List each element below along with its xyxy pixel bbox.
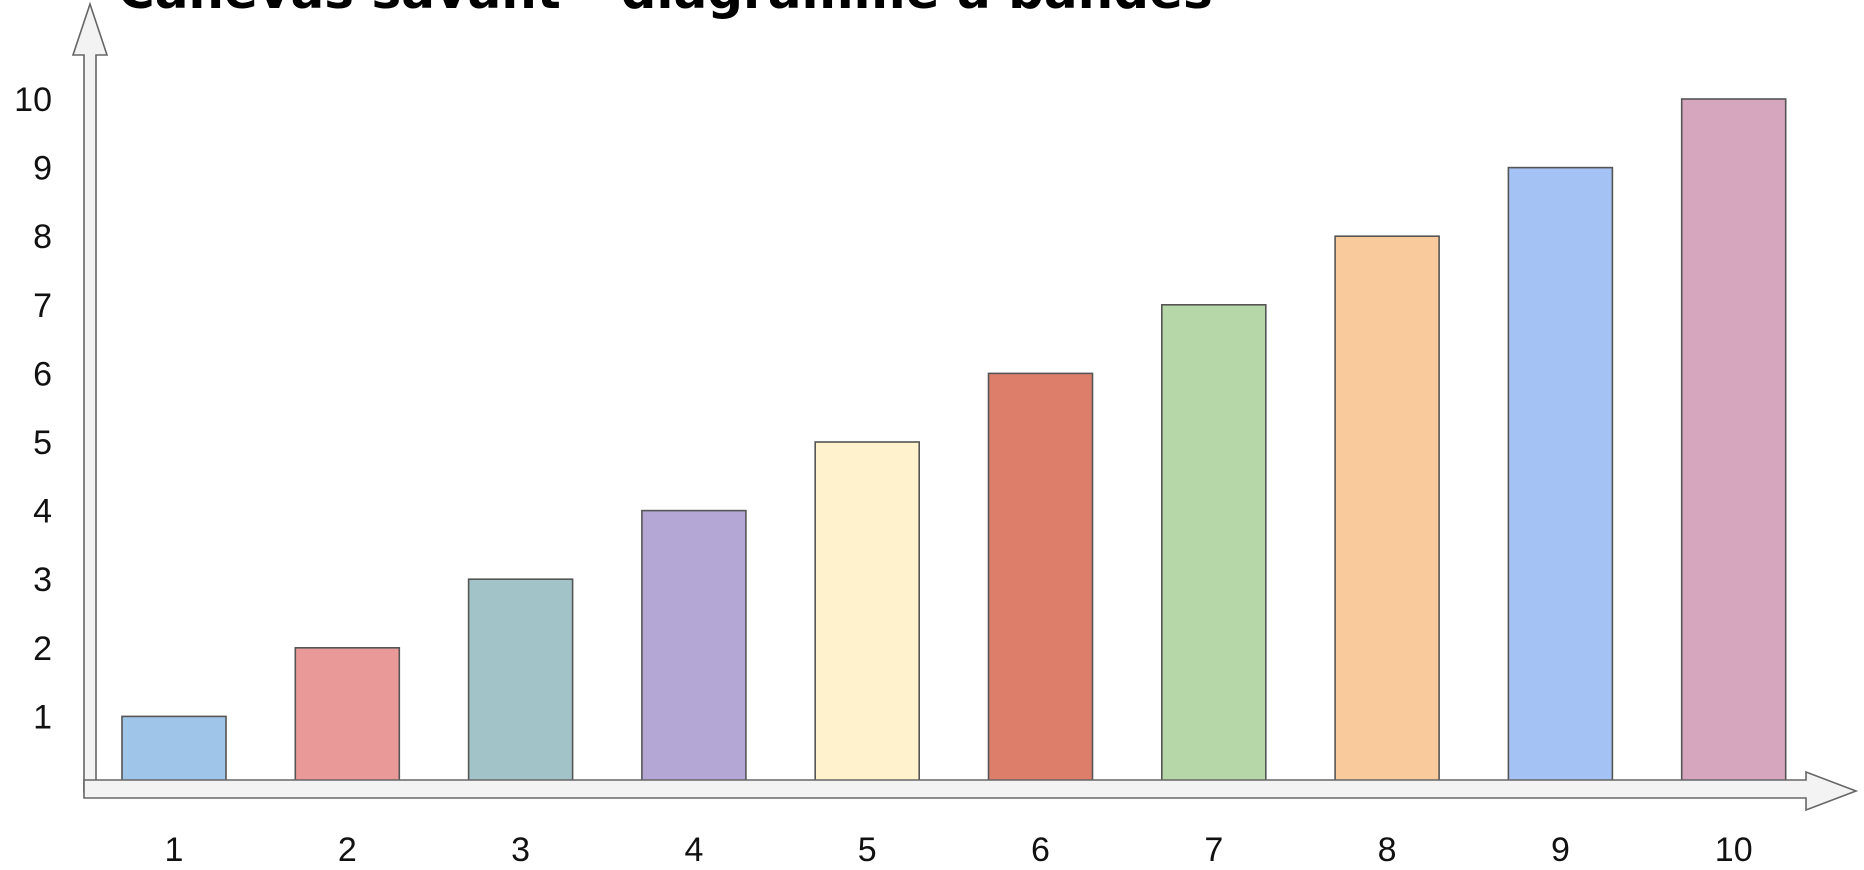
x-tick-label: 7 <box>1204 831 1223 865</box>
y-tick-label: 10 <box>14 81 52 119</box>
bar-1 <box>121 715 227 786</box>
x-axis-tick-labels: 1 2 3 4 5 6 7 8 9 10 <box>165 831 1753 869</box>
bar-9 <box>1507 166 1614 786</box>
axis-joint <box>85 781 95 790</box>
y-tick-label: 9 <box>33 150 52 188</box>
bars-group <box>121 98 1787 786</box>
y-tick-label: 7 <box>33 287 52 325</box>
x-tick-label: 5 <box>858 831 877 865</box>
y-tick-label: 3 <box>33 561 52 599</box>
bar-5 <box>814 441 921 786</box>
x-axis-arrow <box>83 770 1859 812</box>
bar-8 <box>1334 235 1440 786</box>
bar-10 <box>1680 98 1787 786</box>
bar-7 <box>1161 303 1267 786</box>
x-tick-label: 9 <box>1551 831 1570 865</box>
bar-4 <box>641 509 747 786</box>
chart-title: Canevas savant – diagramme à bandes <box>118 0 1213 16</box>
x-tick-label: 1 <box>165 831 184 865</box>
y-tick-label: 8 <box>33 218 52 256</box>
x-tick-label: 10 <box>1715 831 1753 865</box>
y-tick-label: 2 <box>33 630 52 668</box>
bar-3 <box>467 578 574 786</box>
y-tick-label: 4 <box>33 493 52 531</box>
axes-group <box>71 1 1859 812</box>
bar-6 <box>987 372 1094 786</box>
x-tick-label: 4 <box>684 831 703 865</box>
y-tick-label: 1 <box>33 698 52 736</box>
x-tick-label: 6 <box>1031 831 1050 865</box>
y-tick-label: 5 <box>33 424 52 462</box>
bar-2 <box>294 646 401 786</box>
x-tick-label: 2 <box>338 831 357 865</box>
y-tick-label: 6 <box>33 355 52 393</box>
y-axis-arrow <box>71 1 109 793</box>
x-tick-label: 3 <box>511 831 530 865</box>
x-tick-label: 8 <box>1378 831 1397 865</box>
y-axis-tick-labels: 1 2 3 4 5 6 7 8 9 10 <box>14 81 52 736</box>
